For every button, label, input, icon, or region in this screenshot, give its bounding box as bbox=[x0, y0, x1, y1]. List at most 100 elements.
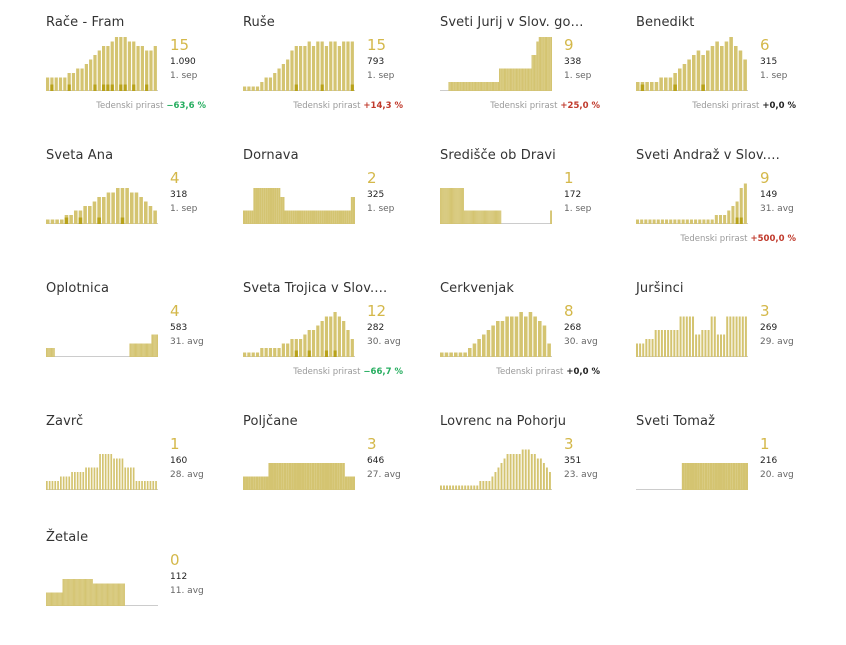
daily-bar bbox=[443, 188, 445, 224]
municipality-card[interactable]: Ruše 15 793 1. sep Tedenski prirast +14,3 % bbox=[243, 15, 403, 130]
daily-bar bbox=[732, 316, 735, 357]
daily-bar bbox=[505, 316, 509, 357]
daily-bar bbox=[116, 583, 118, 606]
active-cases-value: 0 bbox=[170, 551, 180, 569]
daily-bar bbox=[669, 219, 673, 224]
daily-bar bbox=[264, 348, 268, 357]
municipality-card[interactable]: Rače - Fram 15 1.090 1. sep Tedenski prirast… bbox=[46, 15, 206, 130]
daily-bar bbox=[342, 210, 345, 224]
daily-bar bbox=[530, 68, 532, 91]
municipality-card[interactable]: Središče ob Dravi 1 172 1. sep bbox=[440, 148, 600, 263]
daily-bar bbox=[124, 583, 125, 606]
municipality-card[interactable]: Oplotnica 4 583 31. avg bbox=[46, 281, 206, 396]
daily-bar bbox=[260, 82, 264, 91]
daily-bar bbox=[452, 82, 454, 91]
daily-bar bbox=[76, 579, 78, 606]
new-cases-bar bbox=[93, 84, 97, 91]
daily-bar bbox=[497, 467, 500, 490]
municipality-card[interactable]: Dornava 2 325 1. sep bbox=[243, 148, 403, 263]
daily-bar bbox=[119, 37, 123, 91]
daily-bar bbox=[51, 592, 53, 606]
municipality-card[interactable]: Sveti Tomaž 1 216 20. avg bbox=[636, 414, 796, 529]
municipality-title: Sveta Trojica v Slov.… bbox=[243, 281, 388, 296]
active-cases-value: 2 bbox=[367, 169, 377, 187]
daily-bar bbox=[739, 188, 743, 224]
daily-bar bbox=[507, 68, 509, 91]
new-cases-bar bbox=[119, 84, 123, 91]
daily-bar bbox=[464, 210, 466, 224]
municipality-card[interactable]: Lovrenc na Pohorju 3 351 23. avg bbox=[440, 414, 600, 529]
daily-bar bbox=[245, 476, 249, 490]
daily-bar bbox=[467, 210, 469, 224]
daily-bar bbox=[449, 82, 451, 91]
daily-bar bbox=[541, 37, 543, 91]
daily-bar bbox=[720, 334, 723, 357]
daily-bar bbox=[303, 210, 306, 224]
daily-bar bbox=[57, 592, 58, 606]
daily-bar bbox=[268, 463, 271, 490]
municipality-title: Dornava bbox=[243, 148, 299, 163]
daily-bar bbox=[650, 82, 654, 91]
daily-bar bbox=[681, 219, 685, 224]
daily-bar bbox=[273, 463, 277, 490]
daily-bar bbox=[134, 192, 139, 224]
daily-bar bbox=[243, 210, 246, 224]
daily-bar bbox=[337, 316, 341, 357]
weekly-growth: Tedenski prirast +0,0 % bbox=[692, 101, 796, 111]
daily-bar bbox=[63, 579, 65, 606]
daily-bar bbox=[98, 583, 100, 606]
daily-bar bbox=[94, 583, 96, 606]
daily-bar bbox=[498, 210, 500, 224]
daily-bar bbox=[440, 352, 444, 357]
daily-bar bbox=[714, 463, 718, 490]
daily-bar bbox=[342, 321, 346, 357]
daily-bar bbox=[138, 481, 141, 490]
municipality-card[interactable]: Sveti Jurij v Slov. go… 9 338 1. sep Tedensk… bbox=[440, 15, 600, 130]
daily-bar bbox=[141, 481, 143, 490]
municipality-card[interactable]: Zavrč 1 160 28. avg bbox=[46, 414, 206, 529]
total-cases-value: 351 bbox=[564, 456, 582, 466]
daily-bar bbox=[480, 82, 483, 91]
daily-bar bbox=[732, 463, 736, 490]
municipality-card[interactable]: Sveta Ana 4 318 1. sep bbox=[46, 148, 206, 263]
daily-bar bbox=[95, 583, 97, 606]
municipality-card[interactable]: Sveta Trojica v Slov.… 12 282 30. avg Tedens… bbox=[243, 281, 403, 396]
municipality-title: Oplotnica bbox=[46, 281, 110, 296]
daily-bar bbox=[68, 579, 70, 606]
daily-bar bbox=[286, 59, 290, 91]
municipality-card[interactable]: Žetale 0 112 11. avg bbox=[46, 530, 206, 645]
daily-bar bbox=[707, 330, 710, 357]
daily-bar bbox=[527, 68, 530, 91]
weekly-growth-value: −63,6 % bbox=[166, 101, 206, 111]
daily-bar bbox=[273, 348, 277, 357]
daily-bar bbox=[140, 343, 142, 357]
daily-bar bbox=[692, 316, 695, 357]
daily-bar bbox=[48, 348, 50, 357]
municipality-card[interactable]: Cerkvenjak 8 268 30. avg Tedenski prirast +0,… bbox=[440, 281, 600, 396]
daily-bar bbox=[445, 188, 447, 224]
daily-bar bbox=[67, 73, 71, 91]
weekly-growth-value: +500,0 % bbox=[750, 234, 796, 244]
daily-bar bbox=[486, 82, 489, 91]
daily-bar bbox=[296, 210, 299, 224]
daily-bar bbox=[97, 197, 101, 224]
daily-bar bbox=[301, 210, 304, 224]
daily-bar bbox=[309, 463, 312, 490]
municipality-card[interactable]: Sveti Andraž v Slov.… 9 149 31. avg Tedenski… bbox=[636, 148, 796, 263]
daily-bar bbox=[484, 210, 486, 224]
daily-bar bbox=[490, 210, 492, 224]
daily-bar bbox=[660, 330, 663, 357]
trend-bar-chart bbox=[243, 312, 355, 357]
daily-bar bbox=[106, 583, 108, 606]
daily-bar bbox=[290, 50, 294, 91]
daily-bar bbox=[352, 197, 355, 224]
daily-bar bbox=[440, 188, 442, 224]
municipality-card[interactable]: Benedikt 6 315 1. sep Tedenski prirast +0,0 % bbox=[636, 15, 796, 130]
daily-bar bbox=[47, 348, 49, 357]
municipality-card[interactable]: Juršinci 3 269 29. avg bbox=[636, 281, 796, 396]
daily-bar bbox=[82, 472, 85, 490]
municipality-card[interactable]: Poljčane 3 646 27. avg bbox=[243, 414, 403, 529]
daily-bar bbox=[110, 41, 114, 91]
new-cases-bar bbox=[735, 217, 739, 224]
daily-bar bbox=[150, 343, 152, 357]
